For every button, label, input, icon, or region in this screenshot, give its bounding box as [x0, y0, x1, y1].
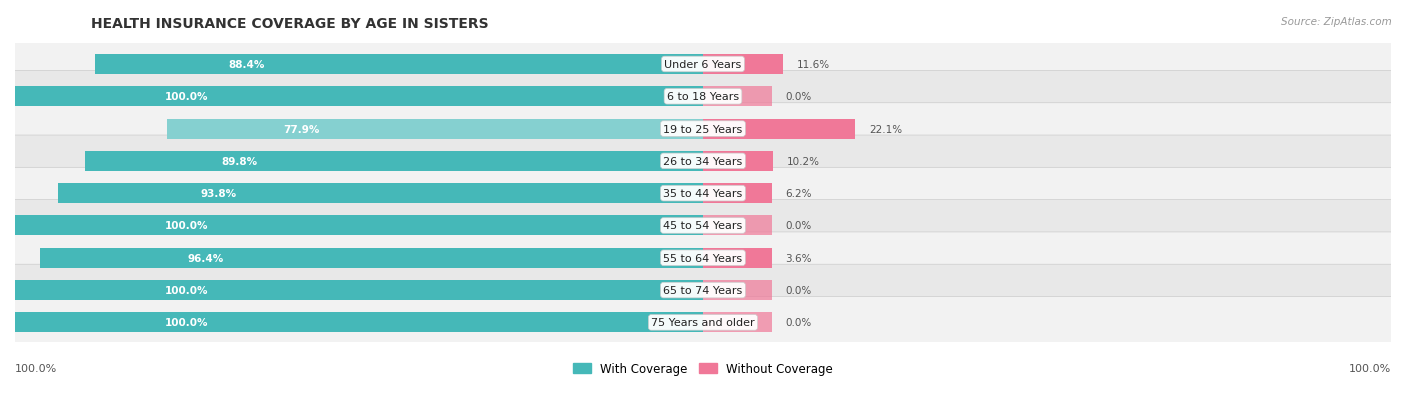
- Text: 0.0%: 0.0%: [786, 285, 811, 295]
- Text: Source: ZipAtlas.com: Source: ZipAtlas.com: [1281, 17, 1392, 26]
- Bar: [703, 87, 772, 107]
- Bar: [15, 313, 703, 332]
- Text: Under 6 Years: Under 6 Years: [665, 60, 741, 70]
- FancyBboxPatch shape: [11, 233, 1395, 284]
- Text: 10.2%: 10.2%: [787, 157, 820, 166]
- FancyBboxPatch shape: [11, 265, 1395, 316]
- Bar: [94, 55, 703, 75]
- Text: 26 to 34 Years: 26 to 34 Years: [664, 157, 742, 166]
- FancyBboxPatch shape: [11, 39, 1395, 90]
- FancyBboxPatch shape: [11, 168, 1395, 219]
- Text: 100.0%: 100.0%: [166, 285, 208, 295]
- Text: 100.0%: 100.0%: [1348, 363, 1391, 373]
- Bar: [39, 248, 703, 268]
- Bar: [703, 216, 772, 236]
- FancyBboxPatch shape: [11, 71, 1395, 123]
- Text: 6.2%: 6.2%: [786, 189, 813, 199]
- Text: 89.8%: 89.8%: [222, 157, 257, 166]
- Legend: With Coverage, Without Coverage: With Coverage, Without Coverage: [572, 362, 834, 375]
- Text: 100.0%: 100.0%: [166, 221, 208, 231]
- Text: HEALTH INSURANCE COVERAGE BY AGE IN SISTERS: HEALTH INSURANCE COVERAGE BY AGE IN SIST…: [91, 17, 489, 31]
- Text: 35 to 44 Years: 35 to 44 Years: [664, 189, 742, 199]
- Bar: [703, 184, 772, 204]
- Text: 11.6%: 11.6%: [797, 60, 830, 70]
- Text: 88.4%: 88.4%: [229, 60, 266, 70]
- Bar: [703, 119, 855, 139]
- Text: 19 to 25 Years: 19 to 25 Years: [664, 124, 742, 134]
- Bar: [703, 280, 772, 300]
- Bar: [167, 119, 703, 139]
- Text: 100.0%: 100.0%: [166, 92, 208, 102]
- Bar: [703, 248, 772, 268]
- Text: 22.1%: 22.1%: [869, 124, 901, 134]
- Text: 0.0%: 0.0%: [786, 318, 811, 328]
- Text: 6 to 18 Years: 6 to 18 Years: [666, 92, 740, 102]
- Text: 100.0%: 100.0%: [166, 318, 208, 328]
- Bar: [15, 87, 703, 107]
- Text: 75 Years and older: 75 Years and older: [651, 318, 755, 328]
- FancyBboxPatch shape: [11, 104, 1395, 155]
- FancyBboxPatch shape: [11, 200, 1395, 252]
- Bar: [58, 184, 703, 204]
- Bar: [15, 216, 703, 236]
- Bar: [703, 313, 772, 332]
- Text: 55 to 64 Years: 55 to 64 Years: [664, 253, 742, 263]
- FancyBboxPatch shape: [11, 297, 1395, 349]
- Text: 96.4%: 96.4%: [187, 253, 224, 263]
- Bar: [86, 152, 703, 171]
- Text: 100.0%: 100.0%: [15, 363, 58, 373]
- Bar: [703, 55, 783, 75]
- Text: 3.6%: 3.6%: [786, 253, 813, 263]
- Bar: [703, 152, 773, 171]
- Text: 93.8%: 93.8%: [201, 189, 238, 199]
- Text: 65 to 74 Years: 65 to 74 Years: [664, 285, 742, 295]
- Text: 0.0%: 0.0%: [786, 92, 811, 102]
- FancyBboxPatch shape: [11, 136, 1395, 187]
- Text: 45 to 54 Years: 45 to 54 Years: [664, 221, 742, 231]
- Text: 77.9%: 77.9%: [283, 124, 319, 134]
- Bar: [15, 280, 703, 300]
- Text: 0.0%: 0.0%: [786, 221, 811, 231]
